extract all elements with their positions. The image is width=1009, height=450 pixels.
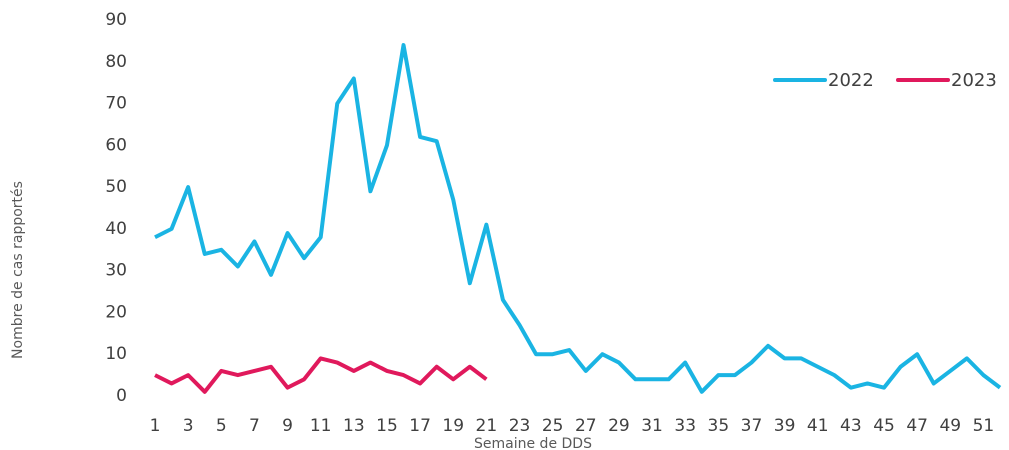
x-tick-label: 3 bbox=[183, 416, 194, 436]
x-tick-label: 37 bbox=[741, 416, 763, 436]
legend-label: 2022 bbox=[828, 70, 874, 91]
x-tick-label: 21 bbox=[476, 416, 498, 436]
legend-label: 2023 bbox=[951, 70, 997, 91]
y-tick-label: 80 bbox=[105, 52, 127, 72]
y-tick-label: 20 bbox=[105, 302, 127, 322]
x-tick-label: 17 bbox=[409, 416, 431, 436]
x-tick-label: 45 bbox=[873, 416, 895, 436]
x-tick-label: 5 bbox=[216, 416, 227, 436]
y-tick-label: 50 bbox=[105, 177, 127, 197]
x-tick-label: 35 bbox=[708, 416, 730, 436]
x-tick-label: 29 bbox=[608, 416, 630, 436]
x-tick-label: 39 bbox=[774, 416, 796, 436]
x-tick-label: 23 bbox=[509, 416, 531, 436]
y-tick-label: 90 bbox=[105, 10, 127, 30]
line-series bbox=[154, 43, 1002, 394]
y-tick-label: 60 bbox=[105, 135, 127, 155]
x-tick-label: 27 bbox=[575, 416, 597, 436]
x-tick-label: 51 bbox=[973, 416, 995, 436]
y-tick-label: 0 bbox=[116, 386, 127, 406]
x-tick-label: 43 bbox=[840, 416, 862, 436]
y-tick-label: 10 bbox=[105, 344, 127, 364]
x-tick-label: 31 bbox=[641, 416, 663, 436]
x-tick-label: 41 bbox=[807, 416, 829, 436]
y-tick-label: 70 bbox=[105, 94, 127, 114]
y-tick-label: 30 bbox=[105, 261, 127, 281]
y-tick-label: 40 bbox=[105, 219, 127, 239]
x-axis-title: Semaine de DDS bbox=[474, 436, 592, 450]
x-tick-label: 33 bbox=[674, 416, 696, 436]
x-tick-label: 13 bbox=[343, 416, 365, 436]
x-tick-label: 15 bbox=[376, 416, 398, 436]
x-tick-label: 49 bbox=[939, 416, 961, 436]
y-axis-title: Nombre de cas rapportés bbox=[10, 181, 26, 359]
x-tick-label: 11 bbox=[310, 416, 332, 436]
x-tick-label: 9 bbox=[282, 416, 293, 436]
line-series bbox=[154, 356, 488, 394]
x-tick-label: 25 bbox=[542, 416, 564, 436]
x-tick-label: 19 bbox=[442, 416, 464, 436]
x-tick-label: 7 bbox=[249, 416, 260, 436]
x-tick-label: 1 bbox=[150, 416, 161, 436]
x-tick-label: 47 bbox=[906, 416, 928, 436]
